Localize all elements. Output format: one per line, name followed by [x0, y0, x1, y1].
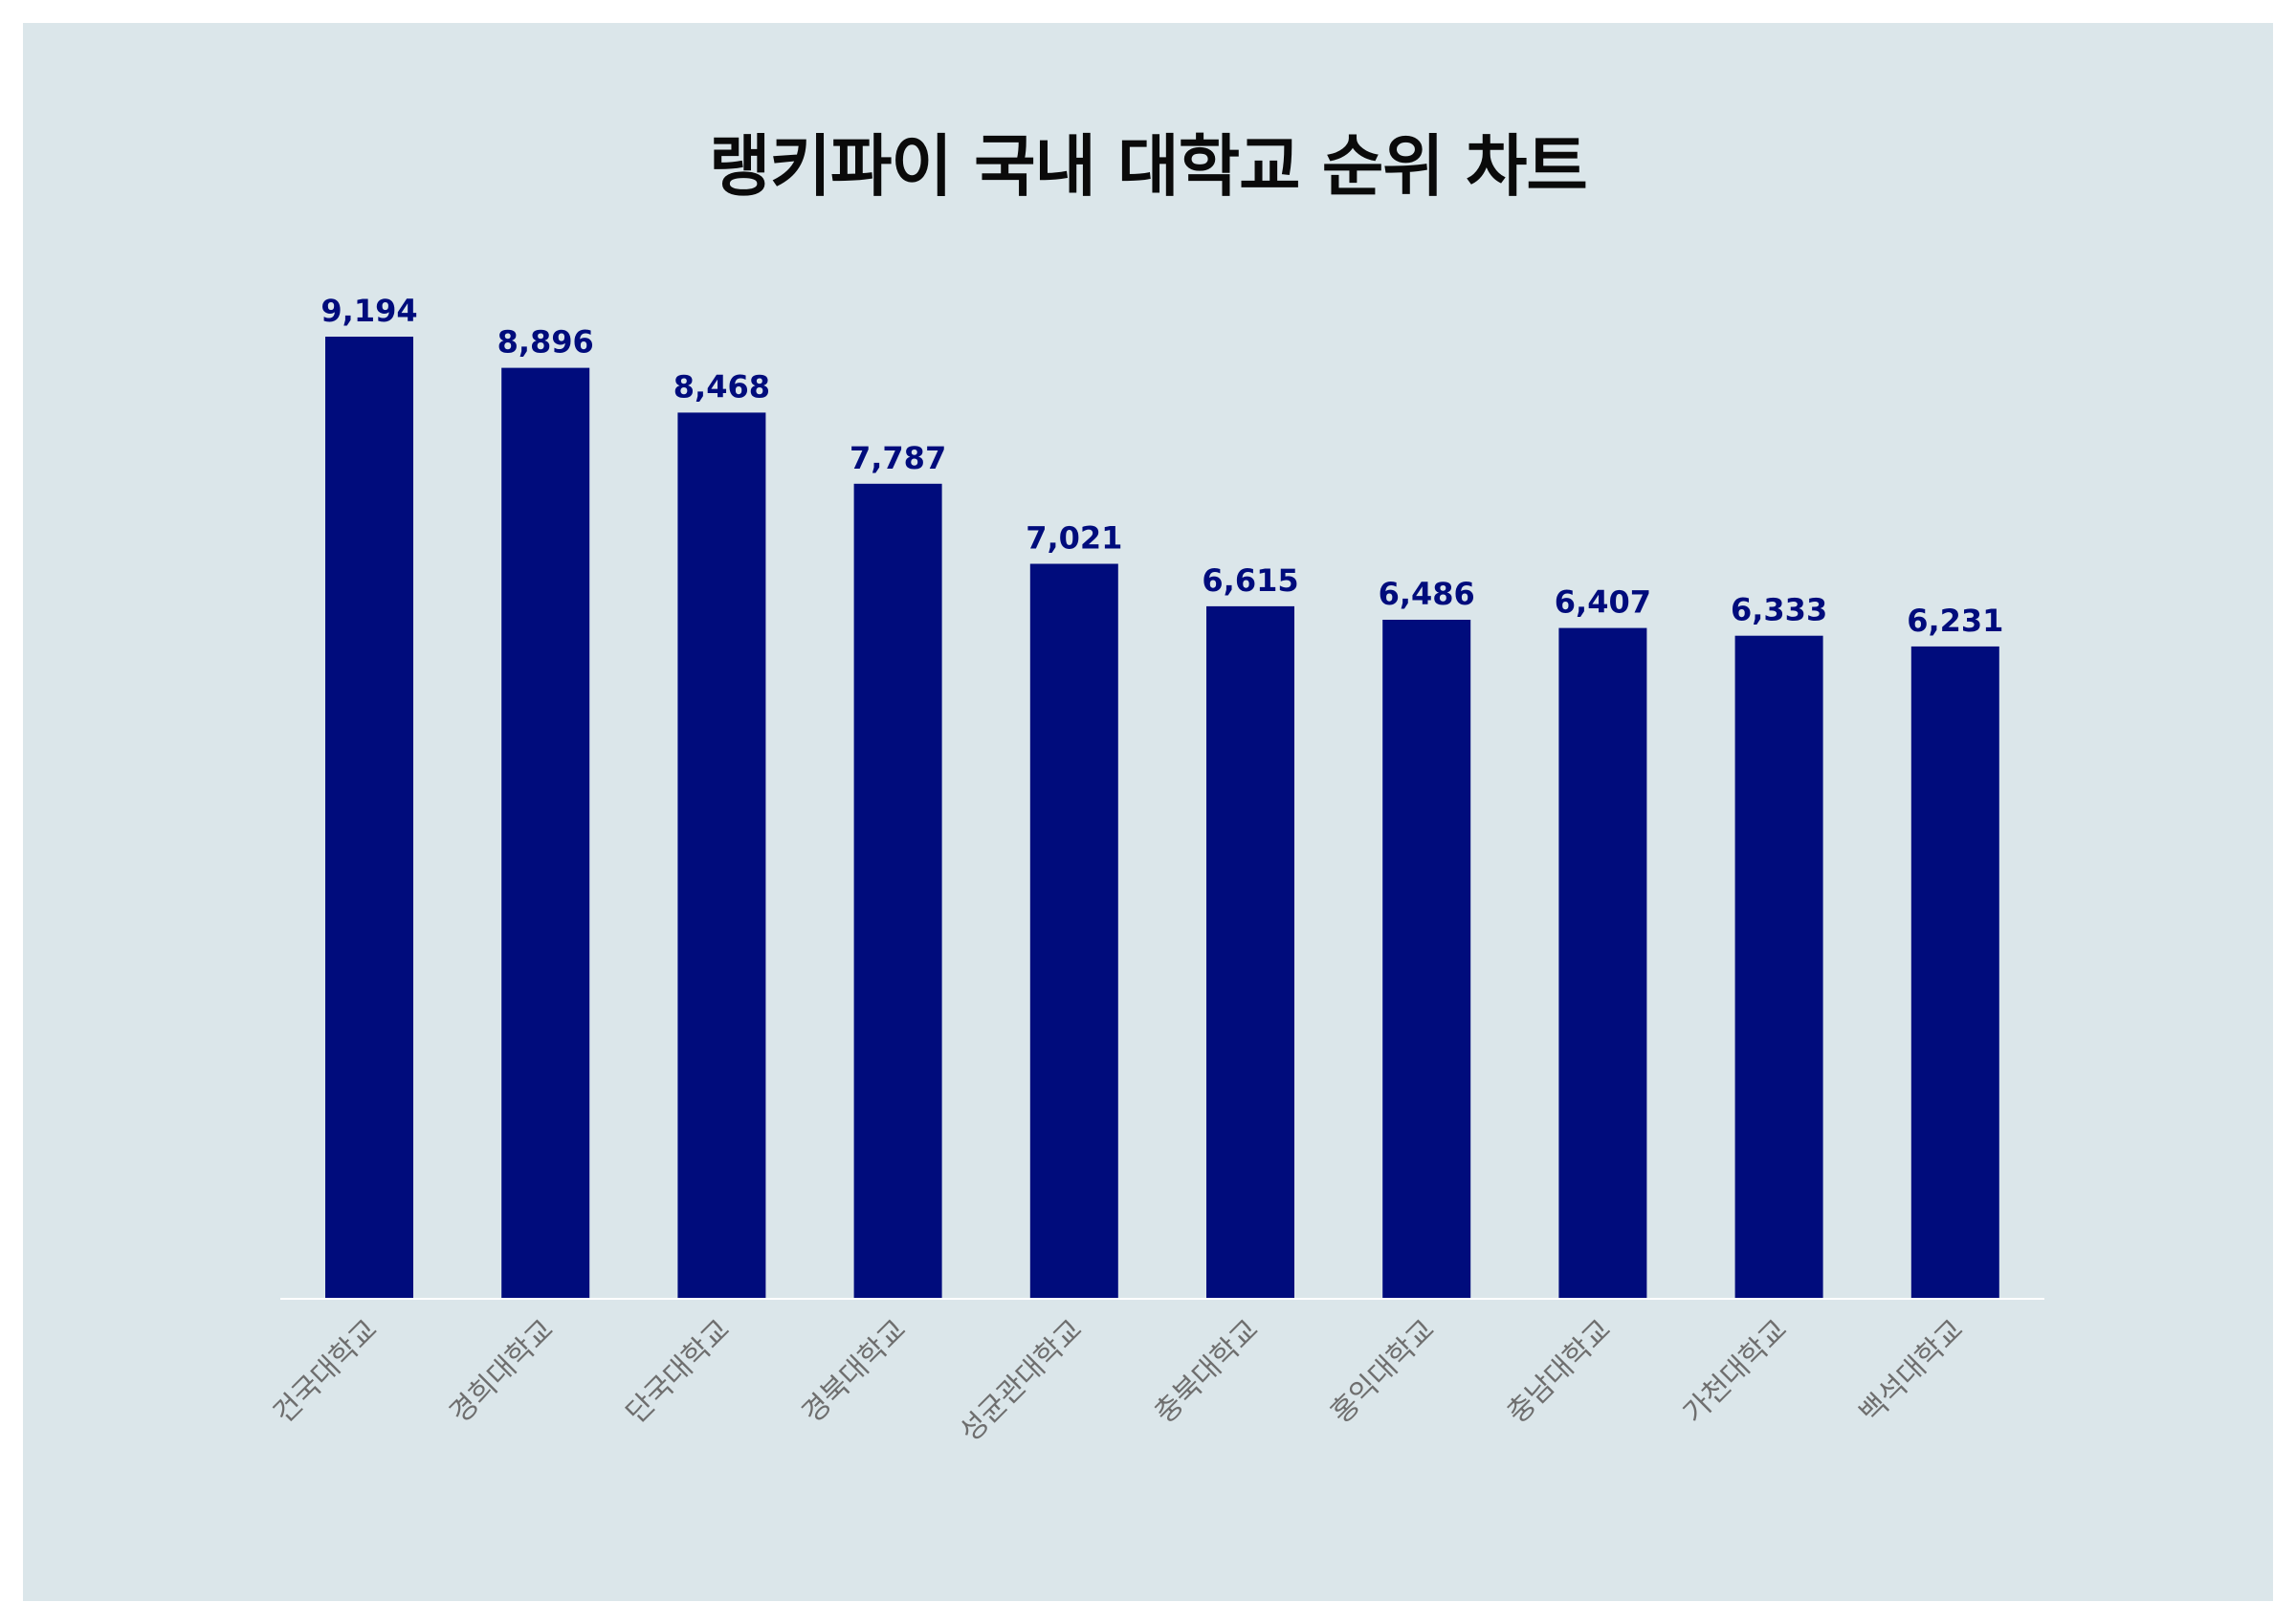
bars-layer	[325, 337, 1999, 1299]
value-label-5: 7,021	[1026, 520, 1122, 557]
value-label-9: 6,333	[1731, 592, 1827, 628]
value-label-4: 7,787	[850, 440, 946, 476]
bar-2	[501, 367, 590, 1299]
bar-1	[325, 337, 413, 1298]
x-tick-label-4: 경북대학교	[796, 1313, 913, 1430]
value-label-7: 6,486	[1379, 576, 1475, 612]
x-tick-label-2: 경희대학교	[444, 1313, 561, 1430]
value-labels-layer: 9,194 8,896 8,468 7,787 7,021 6,615 6,486 6,407…	[320, 293, 2003, 639]
bar-7	[1382, 620, 1471, 1298]
chart-title: 랭키파이 국내 대학교 순위 차트	[709, 127, 1588, 206]
x-tick-label-10: 백석대학교	[1853, 1313, 1970, 1430]
value-label-8: 6,407	[1555, 584, 1651, 621]
bar-9	[1734, 635, 1823, 1298]
x-tick-label-1: 건국대학교	[267, 1313, 384, 1430]
value-label-1: 9,194	[320, 293, 417, 329]
bar-4	[853, 483, 942, 1298]
value-label-10: 6,231	[1907, 603, 2003, 639]
bar-6	[1206, 605, 1294, 1298]
x-tick-label-5: 성균관대학교	[954, 1313, 1090, 1449]
x-tick-label-7: 홍익대학교	[1325, 1313, 1442, 1430]
x-tick-label-6: 충북대학교	[1148, 1313, 1265, 1430]
x-tick-labels-layer: 건국대학교 경희대학교 단국대학교 경북대학교 성균관대학교 충북대학교 홍익대학교 충남대학…	[267, 1313, 1970, 1449]
bar-5	[1029, 563, 1118, 1298]
value-label-3: 8,468	[673, 368, 770, 405]
value-label-2: 8,896	[497, 324, 594, 361]
bar-8	[1558, 627, 1647, 1298]
bar-3	[677, 412, 766, 1298]
x-tick-label-3: 단국대학교	[620, 1313, 737, 1430]
bar-10	[1910, 646, 1999, 1298]
x-tick-label-8: 충남대학교	[1501, 1313, 1618, 1430]
value-label-6: 6,615	[1202, 562, 1298, 599]
x-tick-label-9: 가천대학교	[1677, 1313, 1794, 1430]
